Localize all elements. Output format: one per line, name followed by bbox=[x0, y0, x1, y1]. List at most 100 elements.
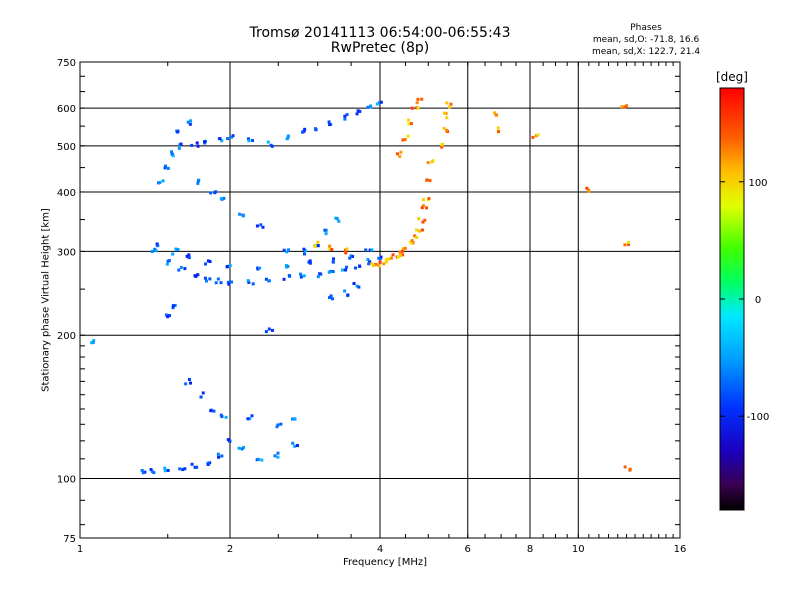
data-point-o bbox=[369, 104, 373, 108]
data-point-o bbox=[170, 150, 174, 154]
data-point-o bbox=[304, 249, 308, 253]
data-point-o bbox=[319, 272, 323, 276]
data-point-o bbox=[303, 127, 307, 131]
data-point-o bbox=[237, 446, 241, 450]
y-tick-label: 100 bbox=[57, 475, 76, 486]
colorbar-tick-label: -100 bbox=[747, 412, 770, 423]
data-point-x bbox=[423, 218, 427, 222]
data-point-o bbox=[208, 461, 212, 465]
data-point-o bbox=[181, 468, 185, 472]
data-point-o bbox=[282, 277, 286, 281]
data-point-o bbox=[247, 137, 251, 141]
data-point-x bbox=[410, 241, 414, 245]
data-point-x bbox=[415, 235, 419, 239]
data-point-o bbox=[228, 439, 232, 443]
data-point-o bbox=[171, 304, 175, 308]
x-tick-label: 16 bbox=[674, 544, 687, 555]
data-point-o bbox=[308, 261, 312, 265]
data-point-o bbox=[377, 256, 381, 260]
data-point-o bbox=[328, 296, 332, 300]
data-point-x bbox=[316, 240, 320, 244]
data-point-x bbox=[407, 118, 411, 122]
data-point-o bbox=[282, 248, 286, 252]
data-point-o bbox=[189, 381, 193, 385]
x-tick-label: 1 bbox=[77, 544, 83, 555]
data-point-o bbox=[155, 242, 159, 246]
data-point-x bbox=[428, 179, 432, 183]
data-point-o bbox=[214, 281, 218, 285]
data-point-x bbox=[328, 247, 332, 251]
data-point-o bbox=[358, 109, 362, 113]
data-point-x bbox=[398, 154, 402, 158]
data-point-x bbox=[445, 116, 449, 120]
data-points bbox=[90, 97, 632, 475]
data-point-o bbox=[279, 422, 283, 426]
colorbar-ticks: 100 0 -100 bbox=[720, 178, 769, 423]
data-point-x bbox=[416, 106, 420, 110]
data-point-x bbox=[398, 250, 402, 254]
x-tick-label: 8 bbox=[527, 544, 533, 555]
data-point-x bbox=[328, 244, 332, 248]
data-point-x bbox=[420, 228, 424, 232]
data-point-o bbox=[196, 144, 200, 148]
data-point-o bbox=[220, 139, 224, 143]
data-point-o bbox=[379, 100, 383, 104]
data-point-o bbox=[299, 275, 303, 279]
data-point-o bbox=[204, 262, 208, 266]
data-point-o bbox=[293, 417, 297, 421]
data-point-o bbox=[166, 166, 170, 170]
data-point-o bbox=[301, 130, 305, 134]
data-point-x bbox=[418, 229, 422, 233]
data-point-o bbox=[208, 260, 212, 264]
data-point-x bbox=[421, 220, 425, 224]
data-point-x bbox=[400, 249, 404, 253]
data-point-x bbox=[626, 240, 630, 244]
data-point-o bbox=[209, 409, 213, 413]
data-point-x bbox=[406, 134, 410, 138]
data-point-o bbox=[171, 252, 175, 256]
data-point-o bbox=[285, 250, 289, 254]
data-point-o bbox=[331, 270, 335, 274]
data-point-o bbox=[204, 279, 208, 283]
data-point-x bbox=[395, 152, 399, 156]
data-point-o bbox=[332, 257, 336, 261]
data-point-o bbox=[140, 468, 144, 472]
colorbar-tick-label: 0 bbox=[755, 295, 761, 306]
data-point-x bbox=[389, 256, 393, 260]
data-point-o bbox=[231, 134, 235, 138]
data-point-x bbox=[587, 189, 591, 193]
data-point-o bbox=[196, 273, 200, 277]
data-point-o bbox=[346, 293, 350, 297]
data-point-x bbox=[531, 135, 535, 139]
data-point-o bbox=[149, 468, 153, 472]
stats-o-mode: mean, sd,O: -71.8, 16.6 bbox=[592, 35, 700, 45]
data-point-o bbox=[161, 179, 165, 183]
data-point-o bbox=[179, 142, 183, 146]
data-point-x bbox=[385, 257, 389, 261]
x-tick-label: 6 bbox=[465, 544, 471, 555]
data-point-o bbox=[285, 265, 289, 269]
data-point-o bbox=[299, 272, 303, 276]
stats-x-mode: mean, sd,X: 122.7, 21.4 bbox=[591, 47, 701, 57]
data-point-o bbox=[256, 457, 260, 461]
data-point-o bbox=[213, 191, 217, 195]
colorbar-tick-label: 100 bbox=[748, 178, 767, 189]
data-point-o bbox=[334, 216, 338, 220]
data-point-x bbox=[398, 254, 402, 258]
data-point-x bbox=[415, 228, 419, 232]
data-point-x bbox=[442, 126, 446, 130]
data-point-o bbox=[166, 468, 170, 472]
data-point-o bbox=[370, 248, 374, 252]
data-point-o bbox=[195, 465, 199, 469]
data-point-x bbox=[377, 264, 381, 268]
data-point-x bbox=[585, 186, 589, 190]
data-point-x bbox=[330, 248, 334, 252]
data-point-o bbox=[276, 451, 280, 455]
x-tick-label: 10 bbox=[572, 544, 585, 555]
data-point-x bbox=[497, 129, 501, 133]
y-tick-label: 750 bbox=[57, 58, 76, 69]
data-point-o bbox=[187, 256, 191, 260]
data-point-o bbox=[176, 130, 180, 134]
data-point-o bbox=[164, 313, 168, 317]
data-point-o bbox=[256, 266, 260, 270]
